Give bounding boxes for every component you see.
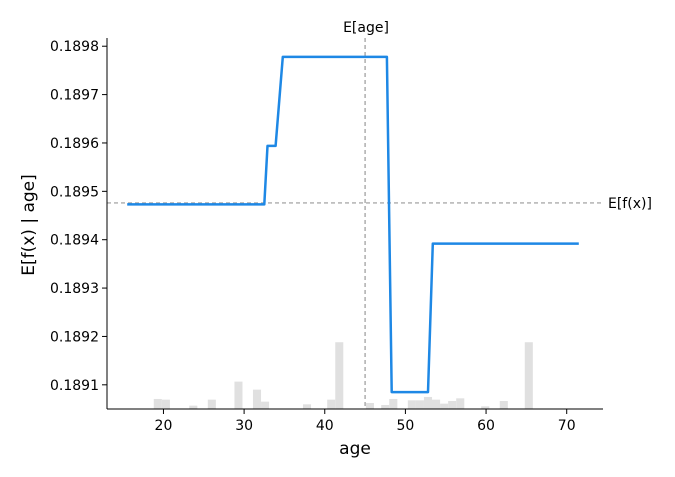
histogram-bar (423, 396, 433, 409)
x-tick-label: 60 (477, 418, 495, 434)
y-tick-label: 0.1896 (50, 136, 99, 152)
y-tick-label: 0.1891 (50, 378, 99, 394)
reference-lines (107, 38, 603, 409)
y-axis-label: E[f(x) | age] (19, 174, 39, 276)
histogram-bar (481, 406, 490, 409)
histogram-bar (261, 401, 270, 409)
feature-histogram (153, 342, 533, 409)
y-tick-label: 0.1897 (50, 88, 99, 104)
y-tick-label: 0.1898 (50, 39, 99, 55)
histogram-bar (456, 398, 465, 409)
histogram-bar (302, 404, 312, 409)
y-tick-label: 0.1893 (50, 281, 99, 297)
x-axis-label: age (339, 439, 371, 459)
series-line (127, 55, 579, 394)
y-tick-label: 0.1895 (50, 184, 99, 200)
x-tick-label: 70 (558, 418, 576, 434)
histogram-bar (365, 402, 374, 409)
histogram-bar (189, 405, 198, 409)
x-tick-label: 40 (316, 418, 334, 434)
histogram-bar (252, 389, 262, 409)
histogram-bar (381, 404, 390, 409)
axes: 20 30 40 50 60 70 0.1891 0.1892 0.1893 0.1894 0.18… (50, 38, 603, 434)
y-tick-label: 0.1894 (50, 233, 99, 249)
histogram-bar (407, 400, 416, 409)
x-tick-label: 20 (155, 418, 173, 434)
x-tick-label: 30 (235, 418, 253, 434)
histogram-bar (499, 400, 508, 409)
histogram-bar (389, 398, 398, 409)
histogram-bar (432, 399, 441, 409)
expected-age-label: E[age] (343, 20, 389, 36)
histogram-bar (524, 342, 533, 409)
dependence-series (127, 55, 579, 394)
y-tick-label: 0.1892 (50, 329, 99, 345)
histogram-bar (161, 399, 170, 409)
x-tick-label: 50 (396, 418, 414, 434)
histogram-bar (415, 400, 424, 409)
labels: age E[f(x) | age] E[age] E[f(x)] (19, 20, 652, 459)
histogram-bar (153, 398, 162, 409)
histogram-bar (440, 403, 449, 409)
histogram-bar (234, 381, 243, 409)
expected-output-label: E[f(x)] (608, 196, 652, 212)
histogram-bar (327, 399, 336, 409)
histogram-bar (448, 400, 457, 409)
histogram-bar (335, 342, 344, 409)
histogram-bar (207, 399, 216, 409)
